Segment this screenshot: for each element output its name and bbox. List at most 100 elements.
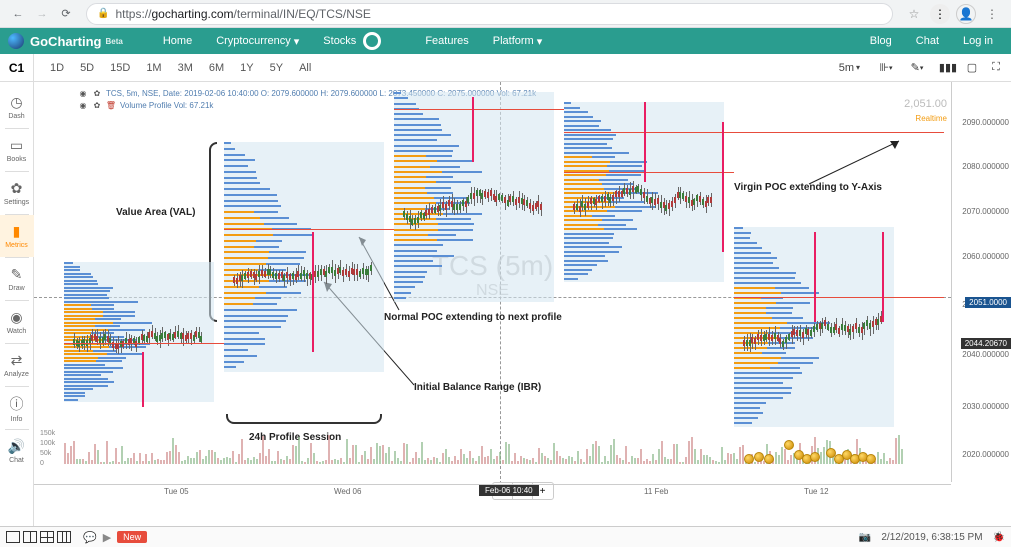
x-axis[interactable]: Tue 05Wed 06Thu 0711 FebTue 12Feb-06 10:…: [34, 484, 951, 502]
vp-bar: [394, 271, 427, 273]
nav-blog[interactable]: Blog: [860, 31, 902, 51]
symbol-slot[interactable]: C1: [0, 54, 34, 81]
eye-icon[interactable]: ◉: [78, 88, 88, 98]
layout-3[interactable]: [40, 531, 54, 543]
settings-icon[interactable]: ✿: [92, 100, 102, 110]
nav-menu: Home Cryptocurrency▾ Stocks Features Pla…: [153, 28, 552, 54]
candle-type-icon[interactable]: ⊪▾: [875, 57, 897, 79]
candle-body: [830, 327, 832, 333]
vp-bar: [394, 103, 416, 105]
vp-bar: [224, 171, 256, 173]
layout-2[interactable]: [23, 531, 37, 543]
y-axis[interactable]: 2090.0000002080.0000002070.0000002060.00…: [951, 82, 1011, 482]
volume-bar: [241, 439, 243, 464]
volume-bar: [601, 462, 603, 464]
eye-icon[interactable]: ◉: [78, 100, 88, 110]
rail-chat[interactable]: 🔊Chat: [0, 430, 34, 472]
volume-bar: [454, 456, 456, 464]
timeframe-1M[interactable]: 1M: [138, 59, 169, 77]
candle-body: [306, 273, 308, 279]
candle-body: [286, 272, 288, 278]
volume-bar: [889, 458, 891, 464]
candle-body: [813, 326, 815, 332]
drawing-tool-icon[interactable]: ✎▾: [906, 57, 928, 79]
rail-watch[interactable]: ◉Watch: [0, 301, 34, 343]
new-button[interactable]: New: [117, 531, 147, 543]
candle-body: [239, 275, 241, 281]
menu-icon[interactable]: ⋮: [982, 4, 1002, 24]
candle-body: [465, 201, 467, 207]
vp-bar-va: [564, 174, 606, 176]
nav-features[interactable]: Features: [415, 28, 478, 54]
rail-analyze[interactable]: ⇄Analyze: [0, 344, 34, 386]
candle-body: [518, 197, 520, 203]
rail-metrics[interactable]: ▮Metrics: [0, 215, 34, 257]
vp-bar: [224, 142, 231, 144]
url-bar[interactable]: 🔒 https://gocharting.com/terminal/IN/EQ/…: [86, 3, 893, 25]
rail-books[interactable]: ▭Books: [0, 129, 34, 171]
nav-chat[interactable]: Chat: [906, 31, 949, 51]
rail-info[interactable]: ⓘInfo: [0, 387, 34, 429]
avatar-icon[interactable]: 👤: [956, 4, 976, 24]
volume-bar: [721, 447, 723, 464]
candle-body: [696, 195, 698, 201]
timeframe-1Y[interactable]: 1Y: [232, 59, 261, 77]
candle-body: [439, 205, 441, 211]
forward-button[interactable]: →: [30, 2, 54, 26]
settings-icon[interactable]: ✿: [92, 88, 102, 98]
volume-bar: [229, 458, 231, 464]
nav-crypto[interactable]: Cryptocurrency▾: [206, 28, 309, 54]
volume-bar: [223, 458, 225, 464]
rail-settings[interactable]: ✿Settings: [0, 172, 34, 214]
reload-button[interactable]: ⟳: [54, 2, 78, 26]
timeframe-1D[interactable]: 1D: [42, 59, 72, 77]
chart-area[interactable]: TCS (5m) NSE ◉ ✿ TCS, 5m, NSE, Date: 201…: [34, 82, 1011, 526]
indicators-icon[interactable]: ▮▮▮: [937, 57, 959, 79]
timeframe-6M[interactable]: 6M: [201, 59, 232, 77]
screenshot-icon[interactable]: ▢: [961, 57, 983, 79]
timeframe-5D[interactable]: 5D: [72, 59, 102, 77]
vp-bar: [394, 134, 451, 136]
play-icon[interactable]: ▶: [103, 531, 111, 544]
back-button[interactable]: ←: [6, 2, 30, 26]
interval-picker[interactable]: 5m▾: [833, 59, 866, 77]
camera-icon[interactable]: 📷: [859, 532, 871, 543]
layout-4[interactable]: [57, 531, 71, 543]
nav-platform[interactable]: Platform▾: [483, 28, 553, 54]
star-icon[interactable]: ☆: [904, 4, 924, 24]
nav-login[interactable]: Log in: [953, 31, 1003, 51]
candle-body: [345, 269, 347, 275]
rail-draw[interactable]: ✎Draw: [0, 258, 34, 300]
candle-body: [693, 199, 695, 205]
metrics-icon: ▮: [13, 223, 21, 240]
layout-1[interactable]: [6, 531, 20, 543]
nav-home[interactable]: Home: [153, 28, 202, 54]
ibr-bar: [142, 352, 144, 407]
volume-bar: [544, 456, 546, 464]
timeframe-5Y[interactable]: 5Y: [262, 59, 291, 77]
fullscreen-icon[interactable]: ⛶: [985, 57, 1007, 79]
rail-dash[interactable]: ◷Dash: [0, 86, 34, 128]
candle-body: [674, 197, 676, 203]
vp-bar: [64, 395, 85, 397]
timeframe-15D[interactable]: 15D: [102, 59, 138, 77]
brand[interactable]: GoCharting Beta: [8, 33, 123, 49]
ext-icon-1[interactable]: ⋮: [930, 4, 950, 24]
chat-icon[interactable]: 💬: [83, 531, 97, 544]
bug-icon[interactable]: 🐞: [993, 532, 1005, 543]
candle-body: [654, 199, 656, 205]
delete-icon[interactable]: 🗑: [106, 100, 116, 110]
timeframe-3M[interactable]: 3M: [170, 59, 201, 77]
vp-bar-va: [224, 240, 256, 242]
vp-bar: [734, 247, 762, 249]
volume-bar: [556, 451, 558, 464]
candle-body: [646, 196, 648, 202]
volume-bar: [511, 461, 513, 464]
candle-body: [362, 268, 364, 274]
candle-body: [607, 194, 609, 200]
timeframe-All[interactable]: All: [291, 59, 319, 77]
vp-bar-va: [394, 239, 437, 241]
vp-bar: [394, 139, 437, 141]
nav-stocks[interactable]: Stocks: [313, 28, 391, 54]
legend-text-2: Volume Profile Vol: 67.21k: [120, 101, 213, 110]
